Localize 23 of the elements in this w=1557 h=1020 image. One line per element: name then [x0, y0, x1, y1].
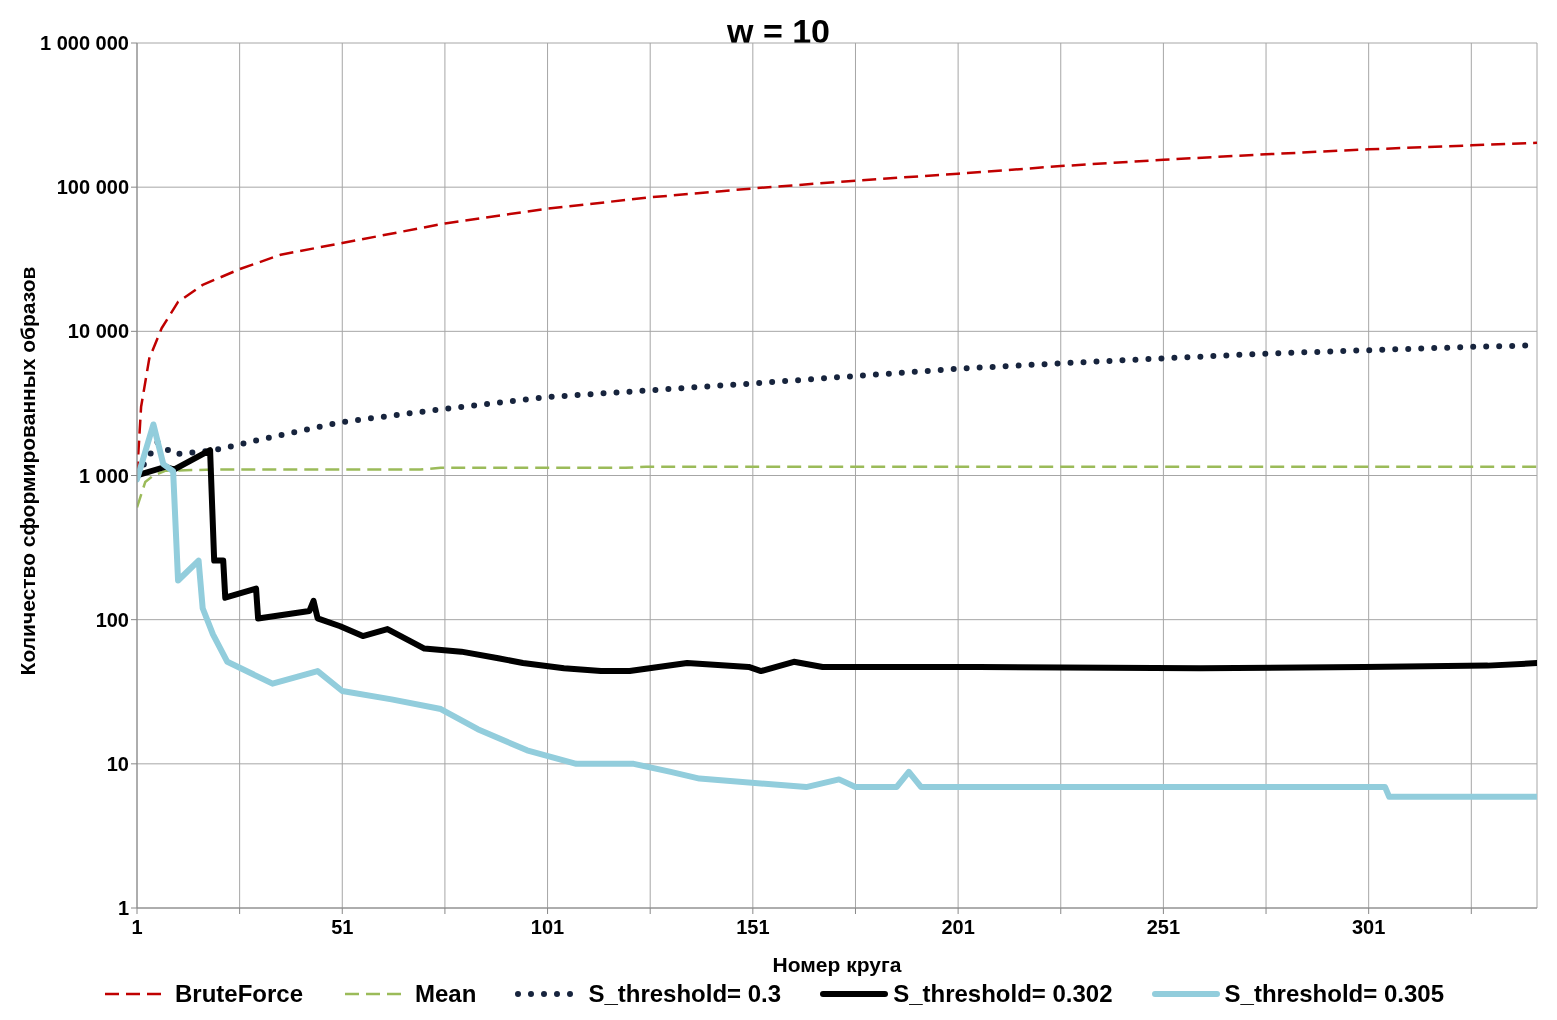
- legend-label: Mean: [415, 980, 477, 1008]
- x-axis-title: Номер круга: [772, 953, 902, 976]
- x-tick-label: 151: [736, 916, 770, 939]
- x-tick-label: 301: [1351, 916, 1386, 939]
- chart-title: w = 10: [726, 12, 830, 50]
- y-tick-label: 1: [117, 897, 129, 920]
- x-tick-label: 51: [331, 916, 354, 939]
- x-tick-label: 201: [941, 916, 975, 939]
- legend-label: S_threshold= 0.3: [588, 980, 782, 1008]
- legend-label: BruteForce: [174, 980, 304, 1008]
- y-tick-label: 1 000 000: [40, 32, 129, 55]
- legend-label: S_threshold= 0.302: [893, 980, 1113, 1008]
- y-tick-label: 10: [106, 752, 129, 775]
- x-tick-label: 251: [1146, 916, 1181, 939]
- y-axis-title: Количество сформированных образов: [16, 266, 39, 676]
- x-tick-label: 101: [530, 916, 565, 939]
- x-tick-label: 1: [131, 916, 143, 939]
- line-series: [137, 465, 1537, 509]
- y-tick-label: 100: [95, 608, 129, 631]
- y-tick-label: 10 000: [67, 320, 129, 343]
- y-tick-label: 1 000: [78, 464, 129, 487]
- y-tick-label: 100 000: [56, 176, 129, 199]
- legend-label: S_threshold= 0.305: [1224, 980, 1444, 1008]
